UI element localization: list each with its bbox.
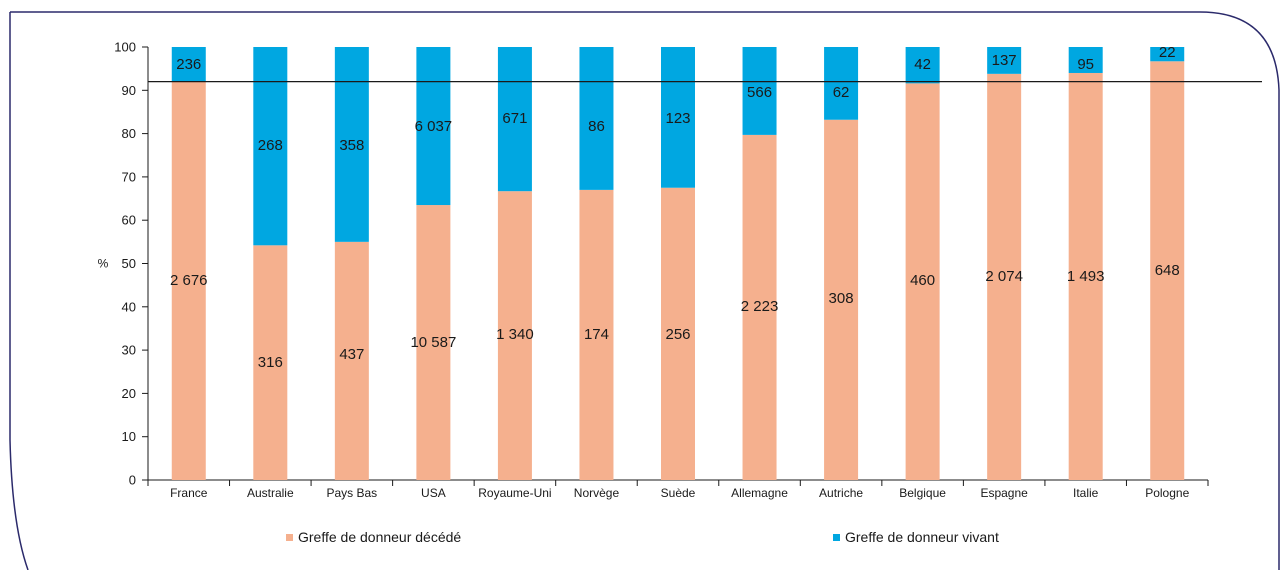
y-tick-label: 80 <box>122 126 136 141</box>
chart-bars <box>148 47 1262 481</box>
data-label-deceased: 648 <box>1155 262 1180 279</box>
bar-deceased-donor <box>824 119 859 480</box>
data-label-deceased: 460 <box>910 272 935 289</box>
legend-swatch-deceased <box>286 534 293 541</box>
x-tick-label: Italie <box>1073 486 1099 500</box>
y-tick-label: 0 <box>129 473 136 488</box>
bar-living-donor <box>742 47 777 135</box>
chart-axes: 0 10 20 30 40 50 60 70 80 90 100% France Australie Pa… <box>98 40 1209 500</box>
data-label-living: 566 <box>747 84 772 101</box>
y-tick-label: 70 <box>122 169 136 184</box>
x-tick-label: Australie <box>247 486 294 500</box>
bar-living-donor <box>661 47 695 188</box>
data-label-living: 62 <box>833 84 850 101</box>
data-label-living: 123 <box>665 110 690 127</box>
data-label-deceased: 308 <box>829 290 854 307</box>
data-label-deceased: 2 676 <box>170 272 208 289</box>
data-label-deceased: 1 340 <box>496 326 534 343</box>
data-label-living: 358 <box>339 137 364 154</box>
x-tick-label: Belgique <box>899 486 946 500</box>
y-tick-label: 50 <box>122 256 136 271</box>
data-label-deceased: 2 074 <box>985 268 1023 285</box>
data-label-living: 137 <box>992 52 1017 69</box>
x-tick-label: Pays Bas <box>326 486 377 500</box>
data-label-living: 22 <box>1159 44 1176 61</box>
x-tick-label: Allemagne <box>731 486 788 500</box>
x-tick-label: Autriche <box>819 486 863 500</box>
bar-deceased-donor <box>497 191 532 480</box>
bar-living-donor <box>497 47 532 192</box>
bar-deceased-donor <box>171 81 206 480</box>
data-label-deceased: 1 493 <box>1067 268 1105 285</box>
bar-living-donor <box>824 47 859 120</box>
legend-label-living: Greffe de donneur vivant <box>845 529 999 545</box>
bar-living-donor <box>905 47 940 84</box>
bar-living-donor <box>1150 47 1185 62</box>
bar-deceased-donor <box>253 245 288 480</box>
bar-deceased-donor <box>579 189 614 480</box>
chart-legend: Greffe de donneur décédé Greffe de donneu… <box>286 529 999 545</box>
data-label-deceased: 437 <box>339 346 364 363</box>
bar-deceased-donor <box>742 134 777 481</box>
data-label-deceased: 256 <box>665 326 690 343</box>
y-tick-label: 30 <box>122 343 136 358</box>
legend-swatch-living <box>833 534 840 541</box>
data-label-deceased: 316 <box>258 354 283 371</box>
data-label-living: 42 <box>914 56 931 73</box>
x-tick-label: Norvège <box>574 486 620 500</box>
bar-deceased-donor <box>987 73 1022 480</box>
bar-deceased-donor <box>905 83 940 480</box>
bar-deceased-donor <box>1150 61 1185 480</box>
x-tick-label: Espagne <box>980 486 1028 500</box>
y-tick-label: 90 <box>122 83 136 98</box>
bar-living-donor <box>416 47 451 206</box>
bar-deceased-donor <box>661 187 695 480</box>
x-tick-label: France <box>170 486 208 500</box>
legend-label-deceased: Greffe de donneur décédé <box>298 529 461 545</box>
y-tick-label: 20 <box>122 386 136 401</box>
data-label-living: 95 <box>1077 56 1094 73</box>
y-tick-label: 10 <box>122 429 136 444</box>
x-tick-label: Suède <box>661 486 696 500</box>
data-label-living: 671 <box>502 110 527 127</box>
x-tick-label: Pologne <box>1145 486 1189 500</box>
bar-living-donor <box>1068 47 1103 73</box>
data-label-deceased: 2 223 <box>741 298 779 315</box>
bar-living-donor <box>579 47 614 190</box>
chart-data-labels: 2 676 236 316 268 437 358 10 587 6 037 1 340 671 1… <box>170 44 1180 371</box>
bar-living-donor <box>334 47 369 242</box>
y-axis-title: % <box>98 257 109 271</box>
x-tick-label: Royaume-Uni <box>478 486 551 500</box>
y-tick-label: 40 <box>122 299 136 314</box>
bar-deceased-donor <box>1068 72 1103 480</box>
bar-deceased-donor <box>334 241 369 480</box>
chart-frame <box>9 11 1280 570</box>
data-label-deceased: 10 587 <box>410 334 456 351</box>
data-label-living: 236 <box>176 56 201 73</box>
y-tick-label: 60 <box>122 213 136 228</box>
data-label-living: 268 <box>258 137 283 154</box>
data-label-deceased: 174 <box>584 326 609 343</box>
data-label-living: 86 <box>588 118 605 135</box>
data-label-living: 6 037 <box>415 118 453 135</box>
bar-living-donor <box>253 47 288 246</box>
bar-living-donor <box>171 47 206 82</box>
bar-deceased-donor <box>416 205 451 481</box>
x-tick-label: USA <box>421 486 446 500</box>
y-tick-label: 100 <box>114 40 136 55</box>
bar-living-donor <box>987 47 1022 74</box>
